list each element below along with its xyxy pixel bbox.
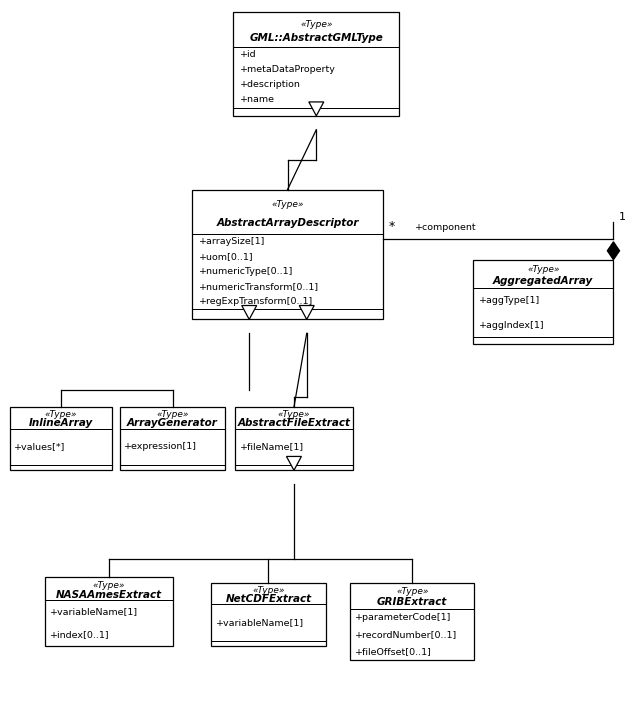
Polygon shape	[286, 456, 302, 470]
Text: +component: +component	[415, 223, 477, 232]
Text: +parameterCode[1]: +parameterCode[1]	[355, 613, 451, 622]
Text: «Type»: «Type»	[396, 588, 428, 597]
Text: +description: +description	[240, 81, 301, 89]
Bar	[473, 260, 613, 344]
Text: GML::AbstractGMLType: GML::AbstractGMLType	[249, 34, 383, 44]
Text: +numericType[0..1]: +numericType[0..1]	[199, 267, 294, 276]
Text: «Type»: «Type»	[157, 410, 189, 419]
Bar	[192, 190, 383, 319]
Text: GRIBExtract: GRIBExtract	[377, 597, 447, 607]
Text: +expression[1]: +expression[1]	[124, 442, 197, 451]
Text: «Type»: «Type»	[527, 265, 559, 274]
Bar	[120, 407, 226, 470]
Bar	[211, 583, 326, 646]
Text: *: *	[389, 220, 395, 234]
Text: +arraySize[1]: +arraySize[1]	[199, 237, 266, 246]
Text: +aggIndex[1]: +aggIndex[1]	[479, 321, 544, 329]
Text: InlineArray: InlineArray	[29, 418, 93, 428]
Bar	[235, 407, 353, 470]
Text: +id: +id	[240, 51, 256, 59]
Text: +uom[0..1]: +uom[0..1]	[199, 252, 254, 261]
Text: NetCDFExtract: NetCDFExtract	[226, 594, 311, 604]
Bar	[10, 407, 112, 470]
Text: AggregatedArray: AggregatedArray	[493, 276, 593, 286]
Text: +fileName[1]: +fileName[1]	[240, 442, 304, 451]
Text: +regExpTransform[0..1]: +regExpTransform[0..1]	[199, 297, 314, 306]
Polygon shape	[299, 305, 314, 319]
Bar	[45, 577, 173, 646]
Text: ArrayGenerator: ArrayGenerator	[127, 418, 218, 428]
Text: «Type»: «Type»	[252, 585, 284, 595]
Text: AbstractFileExtract: AbstractFileExtract	[238, 418, 350, 428]
Text: «Type»: «Type»	[272, 201, 304, 209]
Text: +aggType[1]: +aggType[1]	[479, 296, 540, 305]
Text: «Type»: «Type»	[300, 20, 332, 29]
Text: +recordNumber[0..1]: +recordNumber[0..1]	[355, 630, 457, 639]
Text: 1: 1	[619, 213, 626, 223]
Text: +values[*]: +values[*]	[13, 442, 65, 451]
Text: AbstractArrayDescriptor: AbstractArrayDescriptor	[216, 218, 359, 227]
Text: «Type»: «Type»	[93, 581, 125, 590]
Bar	[233, 12, 399, 116]
Polygon shape	[607, 241, 620, 260]
Text: +name: +name	[240, 95, 275, 105]
Polygon shape	[309, 102, 324, 116]
Text: +index[0..1]: +index[0..1]	[50, 630, 109, 639]
Bar	[350, 583, 474, 660]
Text: +fileOffset[0..1]: +fileOffset[0..1]	[355, 647, 432, 656]
Text: +numericTransform[0..1]: +numericTransform[0..1]	[199, 282, 320, 291]
Text: +variableName[1]: +variableName[1]	[50, 607, 138, 616]
Text: +metaDataProperty: +metaDataProperty	[240, 65, 335, 74]
Text: «Type»: «Type»	[278, 410, 310, 419]
Polygon shape	[242, 305, 257, 319]
Text: NASAAmesExtract: NASAAmesExtract	[56, 590, 162, 600]
Text: «Type»: «Type»	[45, 410, 77, 419]
Text: +variableName[1]: +variableName[1]	[215, 618, 304, 627]
